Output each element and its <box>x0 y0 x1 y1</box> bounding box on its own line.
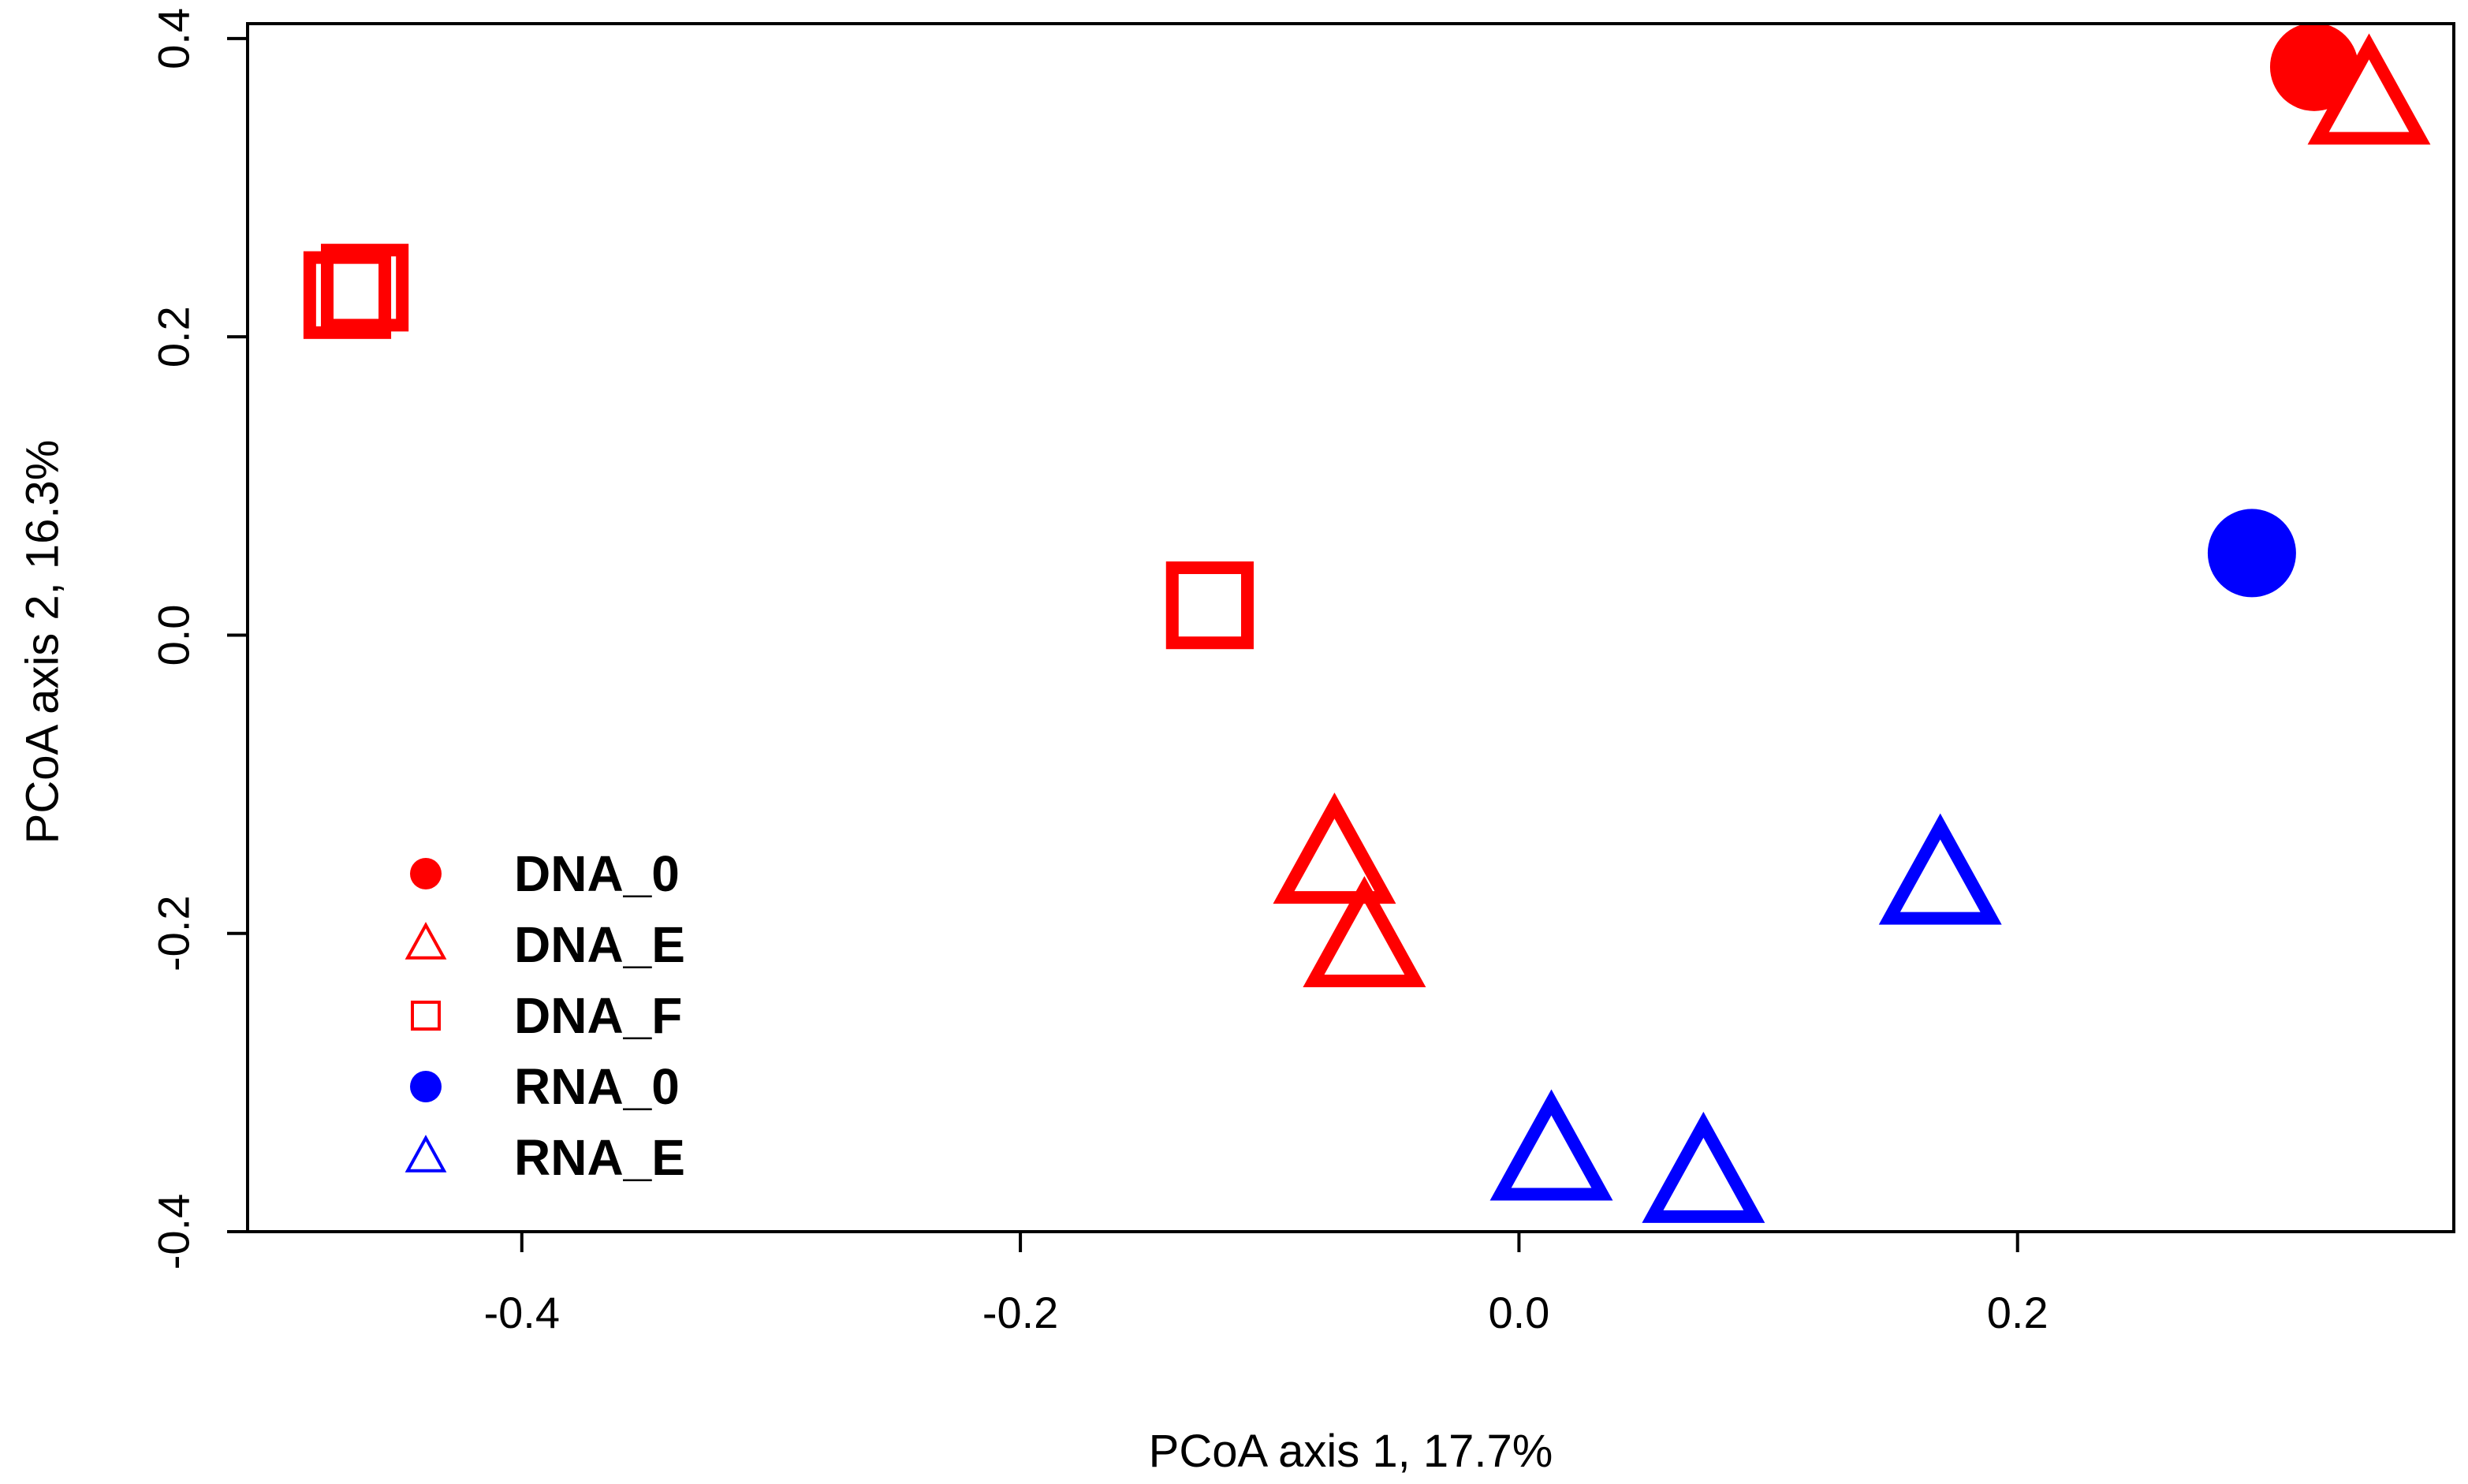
y-tick-label: 0.0 <box>149 605 199 666</box>
x-tick-label: -0.2 <box>982 1288 1059 1337</box>
x-tick-label: 0.0 <box>1488 1288 1549 1337</box>
axes-layer: -0.4 -0.2 0.0 0.2 -0.4 -0.2 0.0 0.2 0.4 PCoA axis… <box>17 8 2455 1477</box>
x-axis-title: PCoA axis 1, 17.7% <box>1149 1426 1553 1477</box>
y-tick-label: -0.2 <box>149 895 199 971</box>
y-tick-label: 0.2 <box>149 306 199 367</box>
data-point-rna-0-1 <box>2207 509 2296 598</box>
x-tick-label: -0.4 <box>484 1288 561 1337</box>
legend-label-dna-f: DNA_F <box>514 987 682 1044</box>
data-point-dna-e-3 <box>1303 875 1426 988</box>
legend-symbol-dna-0 <box>410 858 442 889</box>
legend-label-rna-e: RNA_E <box>514 1129 685 1186</box>
legend-label-dna-0: DNA_0 <box>514 845 680 902</box>
legend-label-dna-e: DNA_E <box>514 916 685 973</box>
x-tick-label: 0.2 <box>1987 1288 2049 1337</box>
y-tick-label: 0.4 <box>149 8 199 69</box>
legend: DNA_0 DNA_E DNA_F RNA_0 RNA_E <box>404 845 685 1186</box>
y-tick-label: -0.4 <box>149 1194 199 1270</box>
data-point-dna-e-2 <box>1273 792 1396 904</box>
data-point-rna-e-1 <box>1878 813 2002 925</box>
data-point-dna-f-2 <box>320 244 409 332</box>
legend-label-rna-0: RNA_0 <box>514 1058 680 1115</box>
legend-symbol-rna-0 <box>410 1071 442 1102</box>
legend-symbol-dna-e <box>404 922 447 960</box>
legend-symbol-rna-e <box>404 1135 447 1173</box>
plot-frame <box>246 22 2455 1233</box>
data-point-dna-e-1 <box>2307 33 2431 145</box>
data-point-rna-e-2 <box>1489 1089 1613 1201</box>
data-point-dna-f-1 <box>303 251 392 339</box>
data-point-dna-f-3 <box>1165 561 1254 650</box>
data-point-rna-e-3 <box>1642 1111 1765 1223</box>
y-axis-title: PCoA axis 2, 16.3% <box>17 440 69 845</box>
legend-symbol-dna-f <box>411 1001 441 1031</box>
data-point-dna-0-1 <box>2269 22 2358 111</box>
data-layer <box>303 22 2431 1223</box>
